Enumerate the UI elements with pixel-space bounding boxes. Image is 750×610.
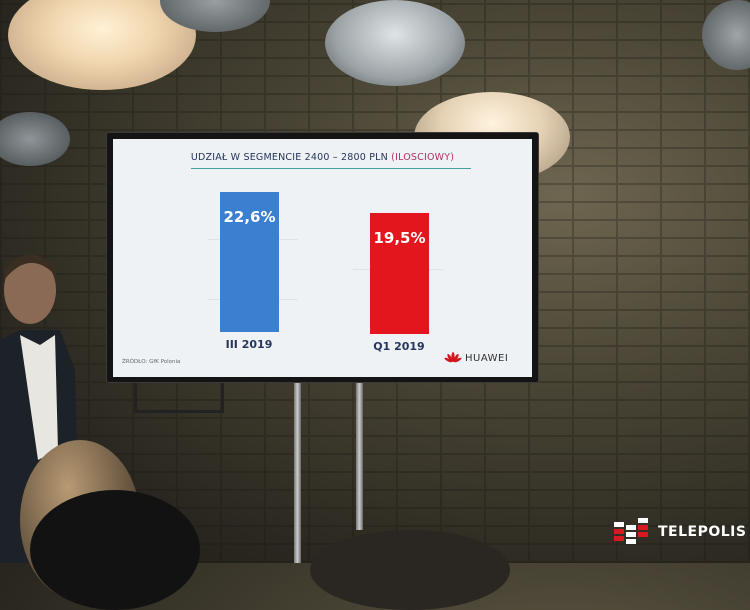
huawei-logo: HUAWEI xyxy=(444,352,508,364)
category-label: III 2019 xyxy=(225,338,273,351)
telepolis-wordmark: TELEPOLIS xyxy=(658,524,747,540)
huawei-flower-icon xyxy=(444,352,462,363)
slide-title-accent: (ILOSCIOWY) xyxy=(391,152,455,163)
source-note: ŹRÓDŁO: GfK Polonia xyxy=(122,359,181,365)
audience-head xyxy=(30,490,200,610)
pendant-lamp xyxy=(0,112,70,166)
pendant-lamp xyxy=(8,0,196,90)
pendant-lamp xyxy=(325,0,465,86)
pendant-lamp xyxy=(702,0,750,70)
tv-stand-leg xyxy=(356,380,363,530)
bar-iii-2019: 22,6% xyxy=(220,191,279,332)
bar-data-label: 19,5% xyxy=(373,229,426,248)
slide-title-text: UDZIAŁ W SEGMENCIE 2400 – 2800 PLN xyxy=(190,152,388,163)
category-label: Q1 2019 xyxy=(373,340,425,353)
telepolis-watermark: TELEPOLIS xyxy=(614,518,746,546)
slide-title: UDZIAŁ W SEGMENCIE 2400 – 2800 PLN (ILOS… xyxy=(113,152,532,163)
audience-head xyxy=(310,530,510,610)
title-underline xyxy=(191,168,471,169)
presentation-slide: UDZIAŁ W SEGMENCIE 2400 – 2800 PLN (ILOS… xyxy=(113,139,532,377)
telepolis-logo-icon xyxy=(614,518,648,544)
tv-stand-leg xyxy=(294,380,301,563)
huawei-wordmark: HUAWEI xyxy=(465,352,509,364)
wall-frame xyxy=(134,378,224,413)
bar-q1-2019: 19,5% xyxy=(370,213,429,334)
bar-data-label: 22,6% xyxy=(223,207,276,226)
